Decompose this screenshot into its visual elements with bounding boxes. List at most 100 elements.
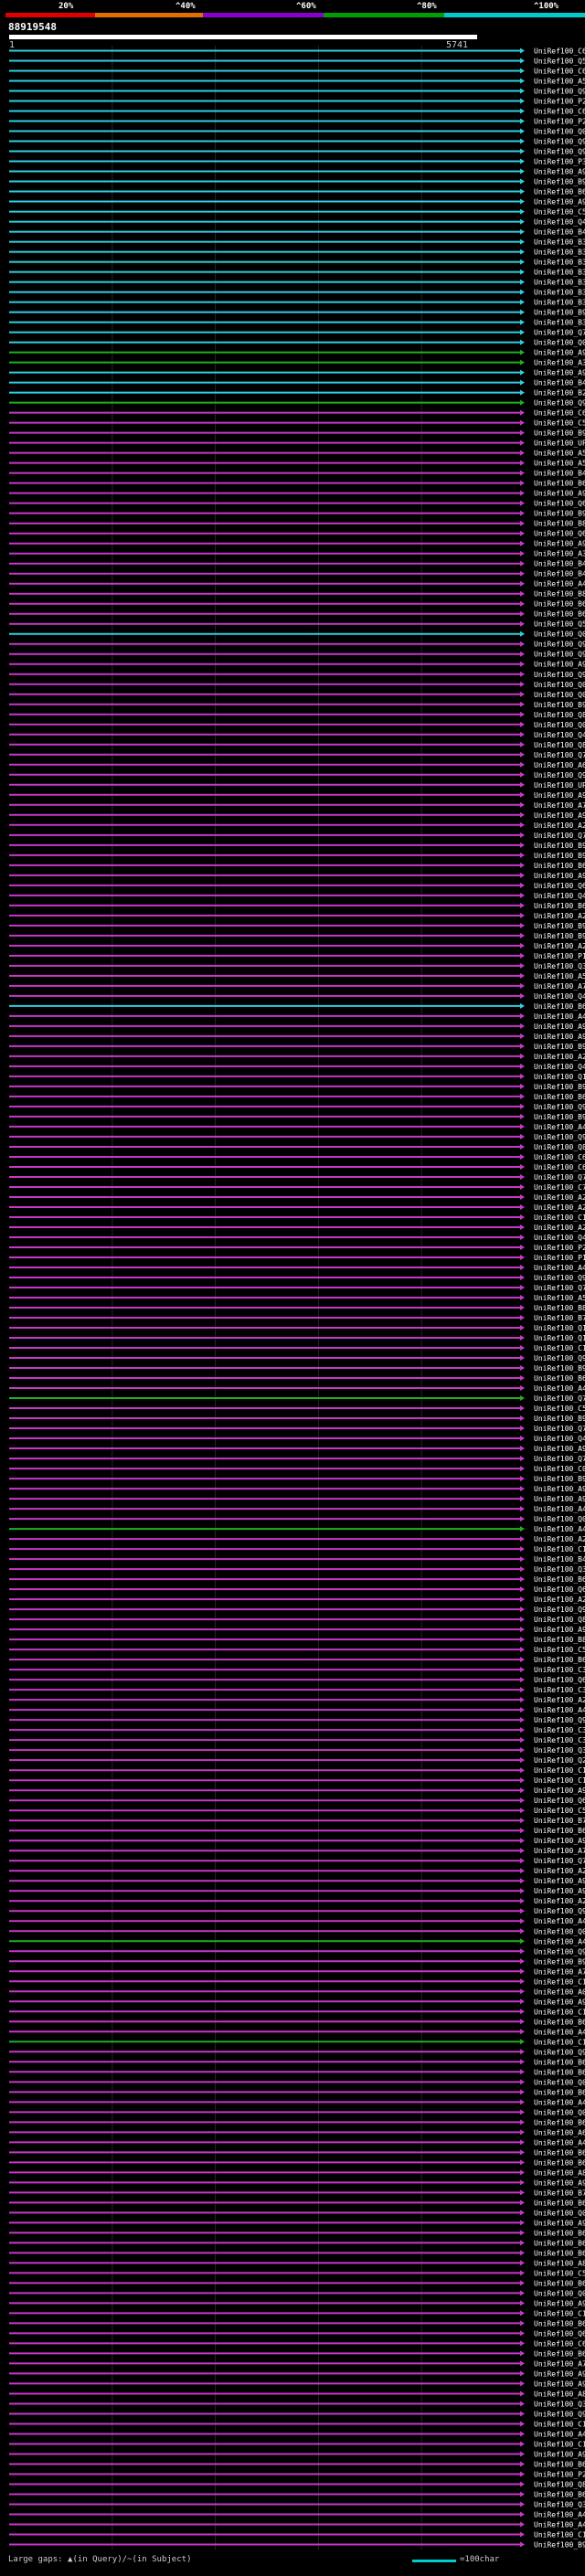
- subject-label[interactable]: UniRef100_A8I0C6: [534, 2168, 585, 2177]
- subject-label[interactable]: UniRef100_A9SY38: [534, 2219, 585, 2227]
- subject-label[interactable]: UniRef100_B3VV73: [534, 299, 585, 307]
- subject-label[interactable]: UniRef100_B8A7J8: [534, 520, 585, 528]
- subject-label[interactable]: UniRef100_B6SZ17: [534, 2249, 585, 2257]
- subject-label[interactable]: UniRef100_B6SZ34: [534, 2018, 585, 2026]
- subject-label[interactable]: UniRef100_A4QPJ7: [534, 1525, 585, 1533]
- subject-label[interactable]: UniRef100_A2SY12: [534, 1535, 585, 1543]
- subject-label[interactable]: UniRef100_B6TF72: [534, 1575, 585, 1584]
- subject-label[interactable]: UniRef100_Q6YWU7: [534, 1585, 585, 1594]
- subject-label[interactable]: UniRef100_Q5VGB6: [534, 58, 585, 66]
- subject-label[interactable]: UniRef100_B6SZ11: [534, 2158, 585, 2167]
- subject-label[interactable]: UniRef100_Q79VY7: [534, 832, 585, 840]
- subject-label[interactable]: UniRef100_B6SZ23: [534, 2118, 585, 2126]
- subject-label[interactable]: UniRef100_Q9SY97: [534, 1907, 585, 1915]
- subject-label[interactable]: UniRef100_A4QPH5: [534, 2028, 585, 2036]
- subject-label[interactable]: UniRef100_C6TLU9: [534, 409, 585, 418]
- subject-label[interactable]: UniRef100_B6SZ13: [534, 2068, 585, 2076]
- subject-label[interactable]: UniRef100_P27522: [534, 2470, 585, 2478]
- subject-label[interactable]: UniRef100_Q39718: [534, 2400, 585, 2408]
- subject-label[interactable]: UniRef100_Q9FFY3: [534, 771, 585, 779]
- subject-label[interactable]: UniRef100_A9NWF0: [534, 2380, 585, 2388]
- subject-label[interactable]: UniRef100_Q0WAT1: [534, 691, 585, 699]
- subject-label[interactable]: UniRef100_Q9RU00: [534, 1274, 585, 1282]
- subject-label[interactable]: UniRef100_B9RT12: [534, 510, 585, 518]
- subject-label[interactable]: UniRef100_B6U9V5: [534, 600, 585, 609]
- subject-label[interactable]: UniRef100_A9TZF8: [534, 1626, 585, 1634]
- subject-label[interactable]: UniRef100_A4QP12: [534, 2138, 585, 2147]
- subject-label[interactable]: UniRef100_Q6ZC60: [534, 1797, 585, 1805]
- subject-label[interactable]: UniRef100_C1EIC9: [534, 1776, 585, 1785]
- subject-label[interactable]: UniRef100_A2SY15: [534, 1867, 585, 1875]
- subject-label[interactable]: UniRef100_A8IXC8: [534, 2259, 585, 2267]
- subject-label[interactable]: UniRef100_Q9FNG6: [534, 88, 585, 96]
- subject-label[interactable]: UniRef100_B6TRW9: [534, 1002, 585, 1011]
- subject-label[interactable]: UniRef100_B4FXB0: [534, 228, 585, 237]
- subject-label[interactable]: UniRef100_B6SZ35: [534, 2148, 585, 2157]
- subject-label[interactable]: UniRef100_Q0WR03: [534, 1927, 585, 1935]
- subject-label[interactable]: UniRef100_Q43252: [534, 892, 585, 900]
- subject-label[interactable]: UniRef100_B8B7R8: [534, 1304, 585, 1312]
- subject-label[interactable]: UniRef100_Q6Z7Q1: [534, 500, 585, 508]
- subject-label[interactable]: UniRef100_Q6SYB3: [534, 1676, 585, 1684]
- subject-label[interactable]: UniRef100_B9SFY9: [534, 309, 585, 317]
- subject-label[interactable]: UniRef100_Q9SQL2: [534, 1354, 585, 1362]
- subject-label[interactable]: UniRef100_A9PGU3: [534, 872, 585, 880]
- subject-label[interactable]: UniRef100_A2SY17: [534, 822, 585, 830]
- subject-label[interactable]: UniRef100_B9QFW4: [534, 1113, 585, 1121]
- subject-label[interactable]: UniRef100_B3VV84: [534, 259, 585, 267]
- subject-label[interactable]: UniRef100_A9NP05: [534, 2178, 585, 2187]
- subject-label[interactable]: UniRef100_A2SV18: [534, 1696, 585, 1704]
- subject-label[interactable]: UniRef100_C3UVT8: [534, 1666, 585, 1674]
- subject-label[interactable]: UniRef100_A2SY39: [534, 912, 585, 920]
- subject-label[interactable]: UniRef100_Q8L9Y7: [534, 1143, 585, 1151]
- subject-label[interactable]: UniRef100_A4UP39: [534, 1012, 585, 1021]
- subject-label[interactable]: UniRef100_Q7M1K8: [534, 1455, 585, 1463]
- subject-label[interactable]: UniRef100_B6SUC4: [534, 1827, 585, 1835]
- subject-label[interactable]: UniRef100_C3UVS8: [534, 1736, 585, 1744]
- subject-label[interactable]: UniRef100_Q3B9U4: [534, 1746, 585, 1754]
- subject-label[interactable]: UniRef100_Q39725: [534, 2500, 585, 2508]
- subject-label[interactable]: UniRef100_B7SHW1: [534, 2189, 585, 2197]
- subject-label[interactable]: UniRef100_A9NMR5: [534, 369, 585, 377]
- subject-label[interactable]: UniRef100_B3VV82: [534, 319, 585, 327]
- subject-label[interactable]: UniRef100_B9R7C0: [534, 1083, 585, 1091]
- subject-label[interactable]: UniRef100_C5X2Y7: [534, 1807, 585, 1815]
- subject-label[interactable]: UniRef100_Q9SYW8: [534, 641, 585, 649]
- subject-label[interactable]: UniRef100_A0FHB6: [534, 1988, 585, 1996]
- subject-label[interactable]: UniRef100_UPI000...: [534, 781, 585, 790]
- subject-label[interactable]: UniRef100_A9P1D4: [534, 1495, 585, 1503]
- subject-label[interactable]: UniRef100_P36494: [534, 158, 585, 166]
- subject-label[interactable]: UniRef100_Q1H8L8: [534, 1324, 585, 1332]
- subject-label[interactable]: UniRef100_A9TPE7: [534, 791, 585, 800]
- subject-label[interactable]: UniRef100_B3VV74: [534, 239, 585, 247]
- subject-label[interactable]: UniRef100_A9TV00: [534, 661, 585, 669]
- subject-label[interactable]: UniRef100_Q79VC6: [534, 1425, 585, 1433]
- subject-label[interactable]: UniRef100_Q9LMQ2: [534, 148, 585, 156]
- subject-label[interactable]: UniRef100_C1FD04: [534, 2038, 585, 2046]
- subject-label[interactable]: UniRef100_B6SY20: [534, 2490, 585, 2498]
- subject-label[interactable]: UniRef100_A4RPN8: [534, 2510, 585, 2518]
- subject-label[interactable]: UniRef100_A9TJ06: [534, 490, 585, 498]
- subject-label[interactable]: UniRef100_A9NN90: [534, 1887, 585, 1895]
- subject-label[interactable]: UniRef100_A8JCU4: [534, 2390, 585, 2398]
- subject-label[interactable]: UniRef100_B9NKC4: [534, 1475, 585, 1483]
- subject-label[interactable]: UniRef100_Q6ZL95: [534, 882, 585, 890]
- subject-label[interactable]: UniRef100_A3BZ84: [534, 550, 585, 558]
- subject-label[interactable]: UniRef100_A2SY41: [534, 1224, 585, 1232]
- subject-label[interactable]: UniRef100_Q8RV18: [534, 1616, 585, 1624]
- subject-label[interactable]: UniRef100_Q9SFB8: [534, 1947, 585, 1956]
- subject-label[interactable]: UniRef100_A9RW10: [534, 1033, 585, 1041]
- subject-label[interactable]: UniRef100_C1FE23: [534, 2440, 585, 2448]
- subject-label[interactable]: UniRef100_B9GZR7: [534, 922, 585, 930]
- subject-label[interactable]: UniRef100_A3AG03: [534, 359, 585, 367]
- subject-label[interactable]: UniRef100_P12354: [534, 1254, 585, 1262]
- subject-label[interactable]: UniRef100_Q9LMB1: [534, 671, 585, 679]
- subject-label[interactable]: UniRef100_A9NUQ2: [534, 349, 585, 357]
- subject-label[interactable]: UniRef100_A2SY37: [534, 1193, 585, 1202]
- subject-label[interactable]: UniRef100_P16708: [534, 952, 585, 960]
- subject-label[interactable]: UniRef100_C5X819: [534, 2269, 585, 2277]
- subject-label[interactable]: UniRef100_Q2TLM8: [534, 1756, 585, 1765]
- subject-label[interactable]: UniRef100_Q9LXC7: [534, 1606, 585, 1614]
- subject-label[interactable]: UniRef100_Q84TQ2: [534, 741, 585, 749]
- subject-label[interactable]: UniRef100_A9NTB5: [534, 1786, 585, 1795]
